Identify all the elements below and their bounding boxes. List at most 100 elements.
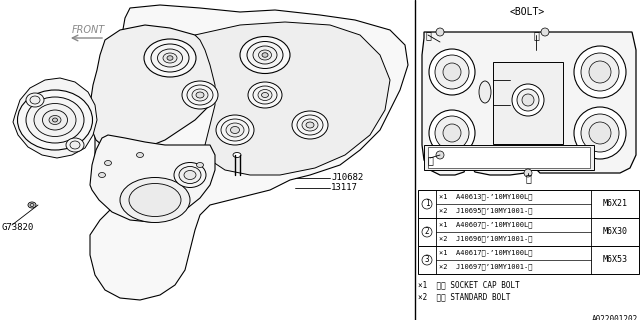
Polygon shape	[195, 22, 390, 175]
Text: ①: ①	[533, 30, 539, 40]
Ellipse shape	[30, 204, 34, 206]
Ellipse shape	[297, 115, 323, 135]
Ellipse shape	[230, 126, 239, 133]
Text: M6X30: M6X30	[602, 228, 627, 236]
Text: ×2  J10696（’10MY1001-）: ×2 J10696（’10MY1001-）	[439, 236, 532, 242]
Ellipse shape	[435, 116, 469, 150]
Ellipse shape	[253, 86, 277, 104]
Bar	[418, 218, 639, 246]
Text: G73820: G73820	[2, 223, 35, 233]
Polygon shape	[422, 28, 638, 175]
Ellipse shape	[302, 119, 318, 131]
Ellipse shape	[226, 123, 244, 137]
Ellipse shape	[262, 53, 268, 57]
Text: ×1  ⓈⓂ SOCKET CAP BOLT: ×1 ⓈⓂ SOCKET CAP BOLT	[418, 280, 520, 289]
Ellipse shape	[52, 118, 58, 122]
Ellipse shape	[179, 166, 201, 183]
Ellipse shape	[443, 63, 461, 81]
Text: ×2  ⓈⓂ STANDARD BOLT: ×2 ⓈⓂ STANDARD BOLT	[418, 292, 511, 301]
Ellipse shape	[259, 50, 271, 60]
Bar	[418, 246, 639, 274]
Ellipse shape	[157, 49, 182, 67]
Ellipse shape	[163, 53, 177, 63]
Ellipse shape	[120, 178, 190, 222]
Ellipse shape	[17, 90, 93, 150]
Text: <BOLT>: <BOLT>	[509, 7, 545, 17]
Ellipse shape	[422, 255, 432, 265]
Ellipse shape	[248, 82, 282, 108]
Ellipse shape	[28, 202, 36, 208]
Ellipse shape	[436, 28, 444, 36]
Ellipse shape	[435, 55, 469, 89]
Text: A022001202: A022001202	[592, 315, 638, 320]
Ellipse shape	[187, 85, 213, 105]
Ellipse shape	[99, 172, 106, 178]
Ellipse shape	[517, 89, 539, 111]
Text: M6X53: M6X53	[602, 255, 627, 265]
Ellipse shape	[30, 96, 40, 104]
Ellipse shape	[144, 39, 196, 77]
Bar	[418, 190, 639, 218]
Ellipse shape	[253, 46, 277, 64]
Ellipse shape	[240, 36, 290, 74]
Ellipse shape	[70, 141, 80, 149]
Text: M6X21: M6X21	[602, 199, 627, 209]
Ellipse shape	[436, 151, 444, 159]
Ellipse shape	[184, 171, 196, 180]
Ellipse shape	[26, 93, 44, 107]
Ellipse shape	[522, 94, 534, 106]
Ellipse shape	[182, 81, 218, 109]
Text: FRONT: FRONT	[72, 25, 105, 35]
Text: ②: ②	[525, 173, 531, 183]
Text: ③: ③	[427, 155, 433, 165]
Ellipse shape	[574, 46, 626, 98]
Ellipse shape	[221, 119, 249, 141]
Ellipse shape	[422, 227, 432, 237]
Ellipse shape	[167, 56, 173, 60]
Ellipse shape	[574, 107, 626, 159]
Polygon shape	[13, 78, 97, 158]
Ellipse shape	[151, 44, 189, 72]
Text: ×1  A40607（-’10MY100L）: ×1 A40607（-’10MY100L）	[439, 222, 532, 228]
Ellipse shape	[26, 97, 84, 143]
Ellipse shape	[524, 169, 532, 177]
Ellipse shape	[262, 92, 269, 98]
Text: 3: 3	[425, 255, 429, 265]
Ellipse shape	[192, 89, 208, 101]
Bar	[424, 145, 594, 170]
Ellipse shape	[233, 153, 241, 157]
Text: 13117: 13117	[331, 183, 358, 193]
Ellipse shape	[136, 153, 143, 157]
Ellipse shape	[581, 114, 619, 152]
Text: J10682: J10682	[331, 173, 364, 182]
Ellipse shape	[42, 110, 67, 130]
Polygon shape	[90, 25, 225, 152]
Ellipse shape	[479, 81, 491, 103]
Ellipse shape	[104, 161, 111, 165]
Ellipse shape	[216, 115, 254, 145]
Text: ×2  J10697（’10MY1001-）: ×2 J10697（’10MY1001-）	[439, 264, 532, 270]
Polygon shape	[422, 32, 636, 175]
Polygon shape	[90, 135, 215, 222]
Ellipse shape	[541, 28, 549, 36]
Ellipse shape	[443, 124, 461, 142]
Ellipse shape	[66, 138, 84, 152]
Text: ②: ②	[425, 30, 431, 40]
Ellipse shape	[247, 42, 283, 68]
Text: 1: 1	[425, 199, 429, 209]
Ellipse shape	[196, 92, 204, 98]
Text: ×1  A40617（-’10MY100L）: ×1 A40617（-’10MY100L）	[439, 250, 532, 256]
Bar	[493, 62, 563, 144]
Ellipse shape	[196, 163, 204, 167]
Ellipse shape	[589, 122, 611, 144]
Text: ×1  A40613（-’10MY100L）: ×1 A40613（-’10MY100L）	[439, 194, 532, 200]
Ellipse shape	[589, 61, 611, 83]
Ellipse shape	[306, 122, 314, 128]
Ellipse shape	[258, 90, 272, 100]
Ellipse shape	[422, 199, 432, 209]
Ellipse shape	[129, 183, 181, 217]
Ellipse shape	[429, 110, 475, 156]
Ellipse shape	[581, 53, 619, 91]
Ellipse shape	[512, 84, 544, 116]
Ellipse shape	[429, 49, 475, 95]
